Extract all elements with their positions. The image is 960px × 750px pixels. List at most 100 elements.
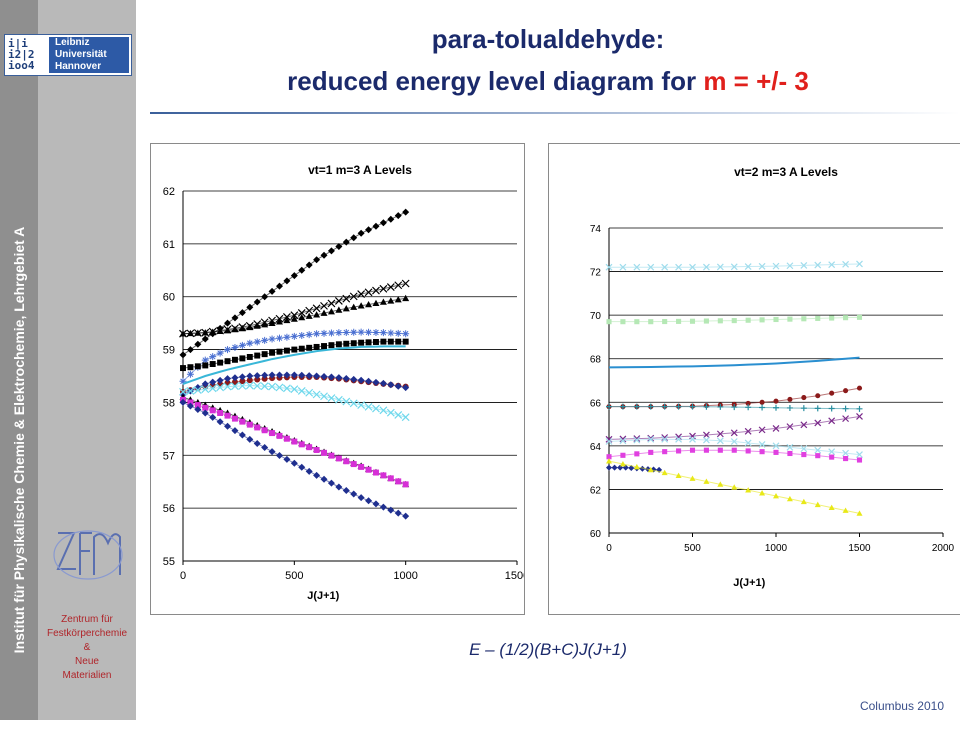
- data-point: [313, 311, 321, 318]
- data-point: [800, 261, 808, 269]
- data-point: [745, 404, 752, 411]
- logo-wordmark: Leibniz Universität Hannover: [49, 37, 129, 73]
- data-point: [275, 383, 284, 392]
- data-point: [342, 487, 350, 495]
- data-point: [246, 323, 254, 331]
- data-point: [402, 330, 410, 338]
- data-point: [842, 405, 849, 412]
- data-point: [305, 467, 313, 475]
- data-point: [305, 306, 314, 315]
- data-point: [305, 331, 313, 339]
- data-point: [703, 478, 710, 484]
- data-point: [759, 490, 766, 496]
- zfm-caption: Zentrum für Festkörperchemie & Neue Mate…: [38, 613, 136, 683]
- data-point: [676, 448, 682, 454]
- data-point: [209, 353, 217, 361]
- data-point: [717, 403, 724, 410]
- data-point: [365, 497, 373, 505]
- data-point: [328, 342, 335, 349]
- data-point: [395, 338, 402, 345]
- data-point: [661, 435, 669, 443]
- data-point: [179, 398, 187, 406]
- data-point: [387, 297, 395, 304]
- data-point: [647, 466, 654, 473]
- institute-vertical-text: Institut für Physikalische Chemie & Elek…: [11, 226, 27, 654]
- data-point: [357, 328, 365, 336]
- data-point: [283, 333, 291, 341]
- data-point: [633, 436, 641, 444]
- data-point: [327, 329, 335, 337]
- data-point: [201, 356, 209, 364]
- data-point: [187, 399, 194, 406]
- data-point: [335, 341, 342, 348]
- data-point: [380, 338, 387, 345]
- data-point: [606, 464, 612, 471]
- data-point: [231, 314, 239, 322]
- data-point: [772, 442, 780, 450]
- data-point: [661, 263, 669, 271]
- data-point: [619, 437, 627, 445]
- data-point: [305, 388, 314, 397]
- data-point: [633, 403, 640, 410]
- data-point: [373, 469, 379, 476]
- data-point: [619, 263, 627, 271]
- data-point: [290, 315, 298, 322]
- data-point: [395, 478, 402, 485]
- data-point: [758, 440, 766, 448]
- data-point: [379, 406, 388, 415]
- data-point: [342, 328, 350, 336]
- data-point: [335, 374, 343, 382]
- data-point: [814, 446, 822, 454]
- data-point: [745, 400, 751, 406]
- data-point: [373, 339, 379, 345]
- data-point: [773, 316, 779, 323]
- data-point: [372, 500, 380, 508]
- footer-text: Columbus 2010: [859, 699, 944, 713]
- data-point: [202, 404, 209, 411]
- data-point: [744, 427, 752, 435]
- series-line: [182, 385, 406, 418]
- data-point: [633, 463, 640, 470]
- data-point: [306, 344, 313, 351]
- data-point: [758, 262, 766, 270]
- data-point: [201, 385, 210, 394]
- data-point: [394, 509, 402, 517]
- data-point: [320, 392, 328, 401]
- data-point: [815, 453, 821, 459]
- data-point: [201, 409, 209, 417]
- data-point: [606, 319, 612, 325]
- data-point: [216, 418, 224, 426]
- data-point: [856, 451, 863, 458]
- data-point: [268, 371, 276, 379]
- data-point: [298, 441, 305, 448]
- data-point: [731, 404, 738, 411]
- data-point: [730, 429, 738, 437]
- data-point: [261, 351, 268, 358]
- logo-emblem-line: i2|2: [8, 48, 35, 61]
- data-point: [379, 219, 387, 227]
- data-point: [298, 371, 306, 379]
- data-point: [717, 318, 723, 324]
- data-point: [843, 388, 849, 394]
- data-point: [703, 403, 710, 410]
- slide-title-highlight: m = +/- 3: [703, 66, 809, 96]
- data-point: [298, 463, 306, 471]
- data-point: [815, 393, 821, 399]
- data-point: [372, 222, 380, 230]
- data-point: [208, 384, 217, 393]
- data-point: [402, 384, 410, 392]
- y-tick-label: 62: [590, 485, 602, 496]
- data-point: [194, 383, 202, 391]
- data-point: [209, 328, 217, 335]
- data-point: [239, 355, 246, 362]
- data-point: [320, 329, 328, 337]
- data-point: [275, 282, 283, 290]
- data-point: [357, 229, 365, 237]
- university-logo: i|i i2|2 ioo4 Leibniz Universität Hannov…: [4, 34, 132, 76]
- data-point: [829, 454, 835, 460]
- y-tick-label: 60: [590, 529, 602, 540]
- y-tick-label: 57: [163, 450, 175, 462]
- data-point: [716, 437, 724, 445]
- data-point: [283, 435, 290, 442]
- data-point: [828, 417, 836, 425]
